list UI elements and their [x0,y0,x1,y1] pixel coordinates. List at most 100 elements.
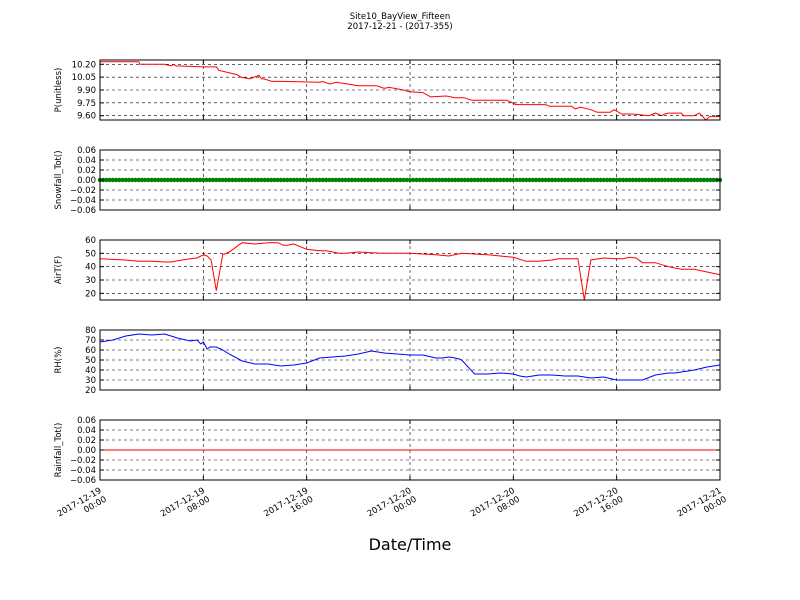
data-point [485,177,490,183]
data-point [236,177,242,183]
data-point [546,177,552,183]
data-point [281,177,287,183]
y-axis-label: Rainfall_Tot() [54,423,64,478]
data-point [249,177,254,183]
data-point [553,177,558,183]
data-point [530,177,535,183]
data-point [330,177,335,183]
y-tick-label: 0.04 [77,426,96,436]
data-point [201,177,206,183]
y-tick-label: 50 [85,249,96,259]
data-point [110,177,116,183]
data-point [165,177,171,183]
data-point [701,177,707,183]
data-point [617,177,623,183]
data-point [549,177,555,183]
data-point [346,177,351,183]
data-point [243,177,248,183]
data-point [120,177,125,183]
data-point [356,177,361,183]
data-point [159,177,164,183]
data-point [688,177,694,183]
data-point [168,177,174,183]
y-tick-label: 10.20 [72,60,96,70]
data-point [301,177,306,183]
data-point [456,177,461,183]
data-point [514,177,519,183]
data-point [407,177,413,183]
data-point [394,177,400,183]
data-point [401,177,406,183]
data-point [711,177,716,183]
data-point [369,177,374,183]
data-point [155,177,161,183]
data-point [184,177,190,183]
x-tick-label: 2017-12-2000:00 [366,486,419,528]
data-point [595,177,600,183]
y-tick-label: 30 [85,276,96,286]
data-point [162,177,167,183]
data-point [504,177,510,183]
data-point [524,177,529,183]
data-point [469,177,474,183]
data-point [536,177,542,183]
data-point [298,177,303,183]
chart-subtitle: 2017-12-21 - (2017-355) [347,22,452,32]
data-point [307,177,313,183]
y-tick-label: 9.75 [77,99,96,109]
data-point [130,177,135,183]
data-point [349,177,355,183]
data-point [230,177,235,183]
data-point [459,177,464,183]
data-point [585,177,590,183]
y-tick-label: 50 [85,356,96,366]
data-point [104,177,109,183]
data-point [285,177,290,183]
data-point [443,177,448,183]
data-point [265,177,271,183]
data-point [436,177,442,183]
data-point [704,177,710,183]
data-point [559,177,564,183]
chart-panel-1: 10.20 10.05 9.90 9.75 9.60 P(unitless) [54,59,721,122]
data-point [582,177,587,183]
data-point [136,177,141,183]
data-point [698,177,703,183]
y-tick-label: 10.05 [72,73,96,83]
x-tick-label: 2017-12-2008:00 [469,486,522,528]
data-point [217,177,222,183]
data-point [598,177,603,183]
data-point [423,177,429,183]
data-point [194,177,200,183]
y-tick-label: 9.90 [77,86,96,96]
data-point [453,177,458,183]
y-tick-label: 0.00 [77,446,96,456]
data-point [446,177,451,183]
y-tick-label: 20 [85,386,96,396]
data-point [624,177,629,183]
data-point [591,177,597,183]
data-point [517,177,522,183]
y-tick-label: 0.06 [77,146,96,156]
data-point [391,177,397,183]
data-point [320,177,326,183]
data-point [569,177,574,183]
data-point [643,177,648,183]
data-point [139,177,145,183]
data-point [333,177,338,183]
data-point [417,177,422,183]
y-tick-label: −0.06 [70,206,96,216]
data-point [527,177,532,183]
data-point [465,177,471,183]
chart-title: Site10_BayView_Fifteen [350,12,451,22]
y-tick-label: 0.02 [77,166,96,176]
y-tick-label: −0.02 [70,456,96,466]
data-point [662,177,668,183]
y-axis-label: RH(%) [54,346,64,373]
data-point [388,177,393,183]
data-point [117,177,122,183]
data-point [126,177,132,183]
data-point [640,177,645,183]
data-point [588,177,594,183]
data-point [411,177,416,183]
